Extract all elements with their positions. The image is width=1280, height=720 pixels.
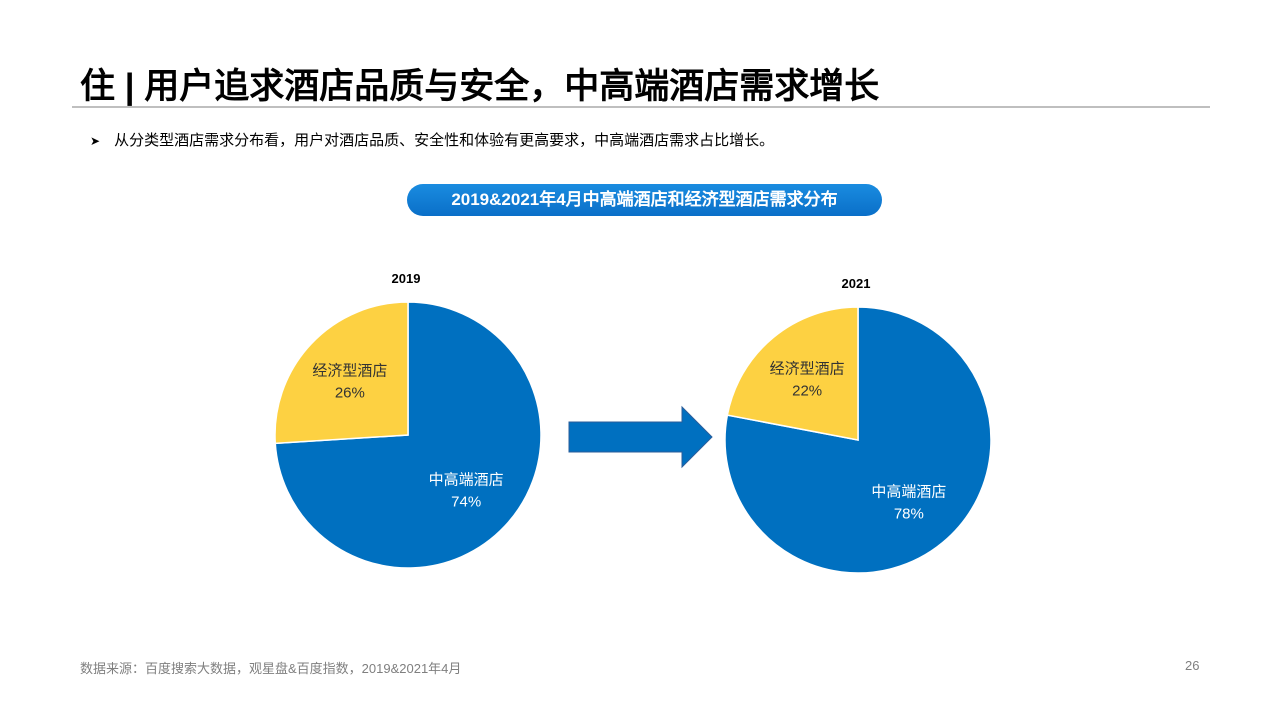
slice-value-label: 74% (451, 494, 481, 511)
bullet-arrow-icon: ➤ (90, 134, 101, 148)
data-source: 数据来源：百度搜索大数据，观星盘&百度指数，2019&2021年4月 (80, 661, 462, 676)
page-title: 住 | 用户追求酒店品质与安全，中高端酒店需求增长 (80, 67, 880, 106)
slice-value-label: 78% (894, 505, 924, 522)
pie-slice (726, 306, 859, 441)
title-divider (72, 106, 1210, 108)
pie-title: 2021 (842, 276, 871, 291)
pie-title: 2019 (392, 271, 421, 286)
slice-label: 经济型酒店 (312, 362, 387, 379)
slice-label: 中高端酒店 (429, 472, 504, 489)
slice-label: 经济型酒店 (770, 361, 845, 378)
arrow-right-icon (568, 405, 713, 469)
chart-title-pill: 2019&2021年4月中高端酒店和经济型酒店需求分布 (407, 184, 882, 216)
slice-label: 中高端酒店 (871, 483, 946, 500)
slice-value-label: 26% (335, 384, 365, 401)
slice-value-label: 22% (792, 383, 822, 400)
pie-slice (274, 301, 409, 445)
bullet-text: ➤ 从分类型酒店需求分布看，用户对酒店品质、安全性和体验有更高要求，中高端酒店需求… (90, 129, 774, 150)
page-number: 26 (1185, 658, 1200, 673)
bullet-label: 从分类型酒店需求分布看，用户对酒店品质、安全性和体验有更高要求，中高端酒店需求占… (114, 132, 775, 149)
